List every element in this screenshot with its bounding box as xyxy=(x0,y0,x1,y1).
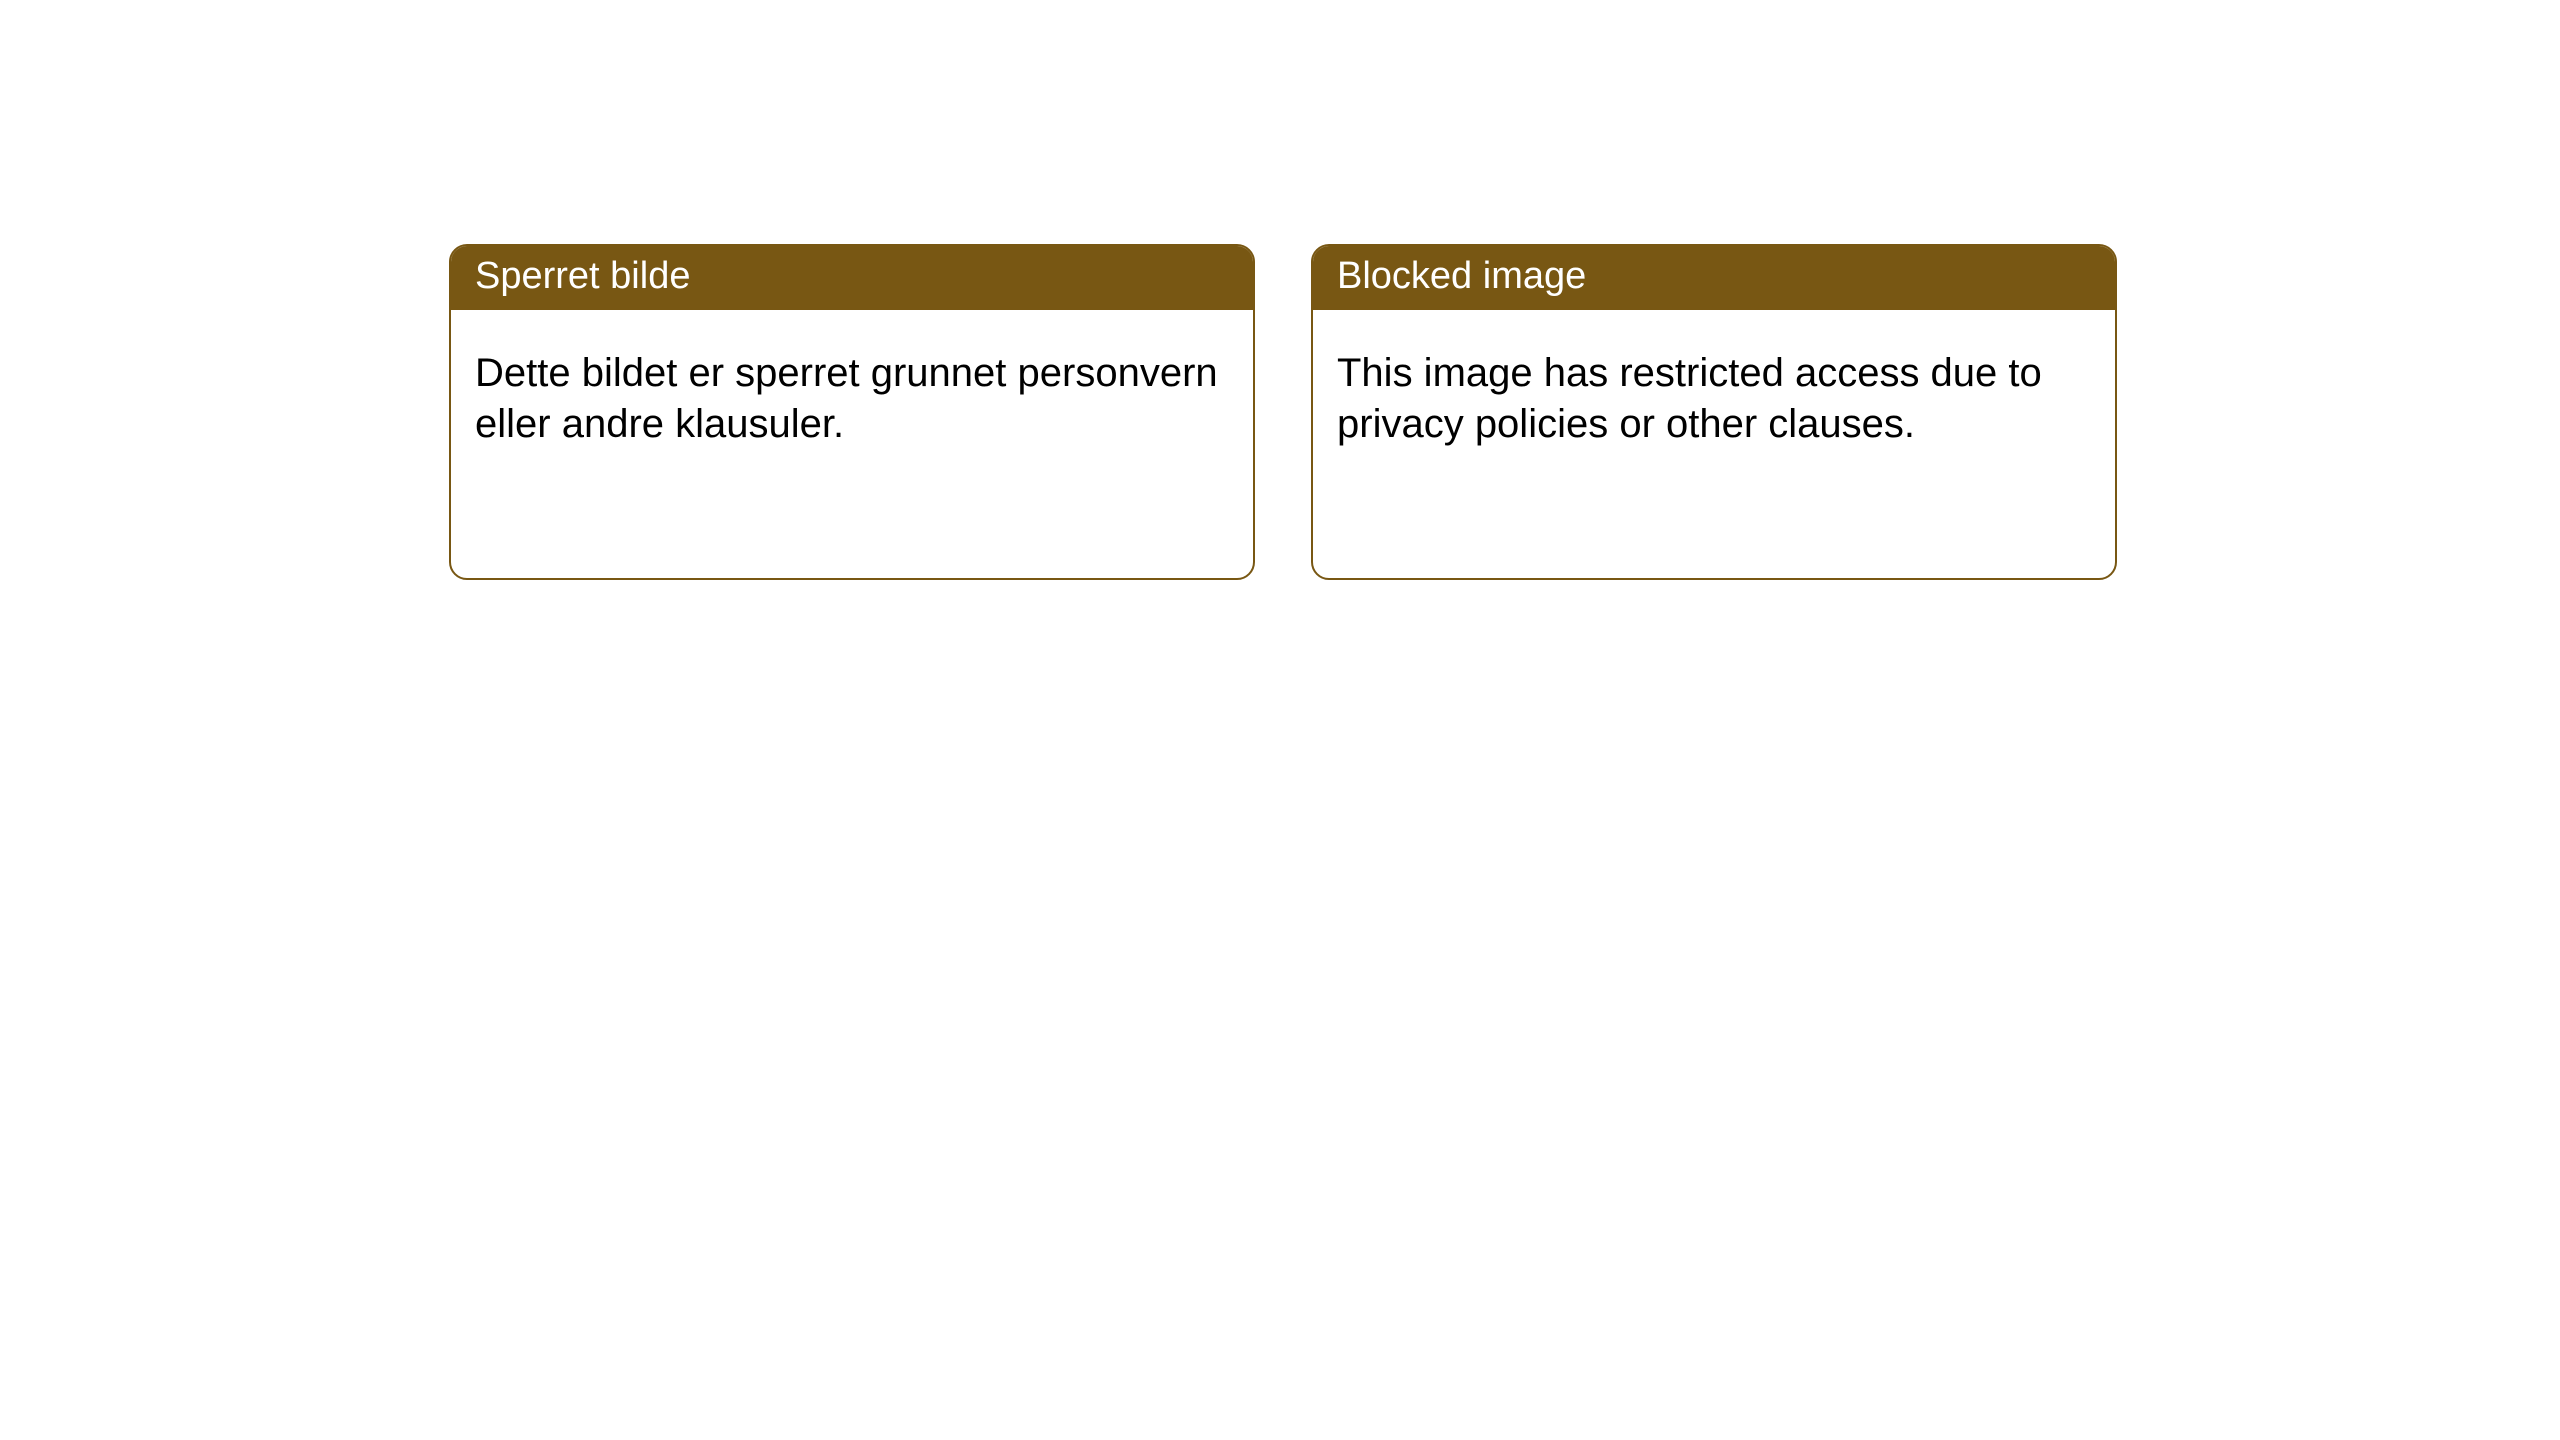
notice-body-english: This image has restricted access due to … xyxy=(1313,310,2115,474)
notice-header-english: Blocked image xyxy=(1313,246,2115,310)
notice-card-norwegian: Sperret bilde Dette bildet er sperret gr… xyxy=(449,244,1255,580)
notice-card-english: Blocked image This image has restricted … xyxy=(1311,244,2117,580)
notice-container: Sperret bilde Dette bildet er sperret gr… xyxy=(0,0,2560,580)
notice-body-norwegian: Dette bildet er sperret grunnet personve… xyxy=(451,310,1253,474)
notice-header-norwegian: Sperret bilde xyxy=(451,246,1253,310)
